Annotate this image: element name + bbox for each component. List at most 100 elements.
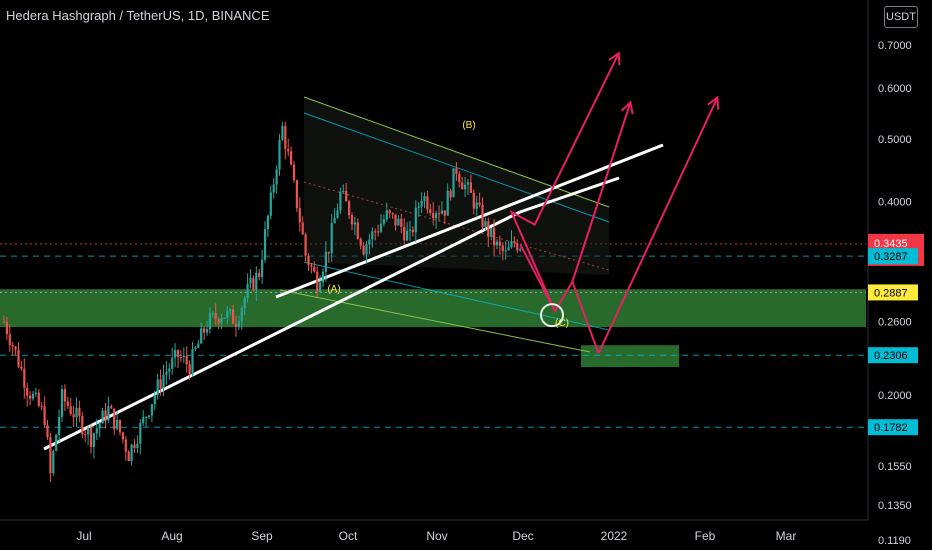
candle-body [327, 251, 330, 254]
y-tick-label: 0.4000 [878, 196, 912, 208]
channel-lower-inner-line [303, 261, 610, 331]
projection-path [571, 102, 632, 283]
candle-body [246, 283, 249, 299]
candle-body [60, 389, 64, 417]
candle-body [197, 343, 200, 348]
candle-body [365, 244, 368, 255]
candle-body [377, 231, 380, 233]
candle-body [269, 192, 272, 216]
candle-body [87, 428, 90, 435]
channel-shade [304, 97, 609, 275]
candle-body [469, 182, 472, 193]
candle-body [466, 182, 470, 185]
candle-body [5, 321, 8, 335]
candle-body [232, 309, 235, 324]
candle-body [385, 210, 388, 220]
candle-body [110, 406, 113, 409]
candle-body [316, 271, 319, 292]
candle-body [23, 368, 26, 388]
candle-body [371, 231, 374, 240]
candle-body [72, 414, 75, 418]
candle-body [353, 222, 356, 225]
candle-body [168, 368, 171, 372]
candle-body [339, 191, 342, 211]
candle-body [272, 184, 275, 193]
candle-body [255, 272, 258, 290]
candle-body [284, 125, 287, 149]
candle-body [81, 415, 84, 435]
candle-body [98, 423, 101, 429]
candle-body [310, 265, 313, 267]
candle-body [263, 229, 267, 260]
support-zone [0, 289, 866, 328]
wave-label: (B) [462, 120, 475, 131]
candle-body [43, 406, 46, 426]
candle-body [34, 392, 37, 394]
candle-body [452, 168, 455, 198]
x-tick-label: Mar [776, 529, 797, 543]
candle-body [107, 406, 110, 421]
candle-body [211, 313, 214, 315]
candle-body [414, 207, 417, 233]
candle-body [493, 227, 496, 246]
candle-body [336, 210, 339, 218]
candle-body [429, 209, 432, 213]
wave-c-circle [540, 303, 564, 328]
candle-body [139, 422, 142, 444]
candle-body [223, 317, 226, 319]
candle-body [165, 371, 168, 375]
candle-body [443, 210, 446, 216]
candle-body [487, 221, 490, 237]
candle-body [374, 231, 377, 233]
candle-body [455, 168, 458, 174]
candle-body [490, 227, 493, 237]
candle-body [478, 202, 481, 205]
target-zone [581, 345, 679, 368]
currency-button[interactable]: USDT [884, 6, 918, 28]
candle-body [400, 218, 403, 227]
candle-body [237, 321, 240, 327]
candle-body [333, 217, 336, 224]
candle-body [403, 226, 406, 241]
candle-body [147, 415, 151, 417]
candle-body [472, 192, 475, 209]
candle-body [513, 241, 516, 244]
candle-body [304, 234, 307, 256]
candle-body [368, 239, 371, 245]
candle-body [104, 410, 107, 421]
candle-body [234, 323, 238, 327]
candle-body [481, 204, 484, 227]
price-level-value: 0.3287 [874, 251, 908, 263]
candle-body [142, 417, 145, 423]
candle-body [406, 230, 409, 241]
candle-body [130, 444, 133, 462]
candle-body [55, 434, 58, 451]
price-level-tag [868, 284, 918, 301]
candle-body [176, 350, 180, 358]
candle-body [330, 223, 333, 254]
candle-body [182, 355, 185, 358]
candle-body [461, 182, 464, 190]
candle-body [484, 221, 487, 227]
candle-body [162, 374, 165, 389]
candle-body [179, 357, 182, 359]
candle-body [116, 419, 119, 429]
candle-body [208, 313, 211, 330]
candle-body [174, 350, 177, 358]
candle-body [240, 308, 243, 322]
candle-body [435, 213, 438, 219]
candle-body [475, 202, 478, 209]
candle-body [58, 416, 61, 435]
candle-body [298, 208, 301, 223]
candle-body [159, 379, 162, 389]
chart-title: Hedera Hashgraph / TetherUS, 1D, BINANCE [6, 8, 270, 23]
candle-body [37, 392, 40, 406]
y-tick-label: 0.1550 [878, 461, 912, 473]
candle-body [29, 395, 32, 399]
candle-body [252, 277, 255, 290]
candle-body [501, 245, 504, 252]
candle-body [504, 250, 507, 252]
candle-body [214, 313, 217, 320]
candle-body [188, 364, 191, 375]
